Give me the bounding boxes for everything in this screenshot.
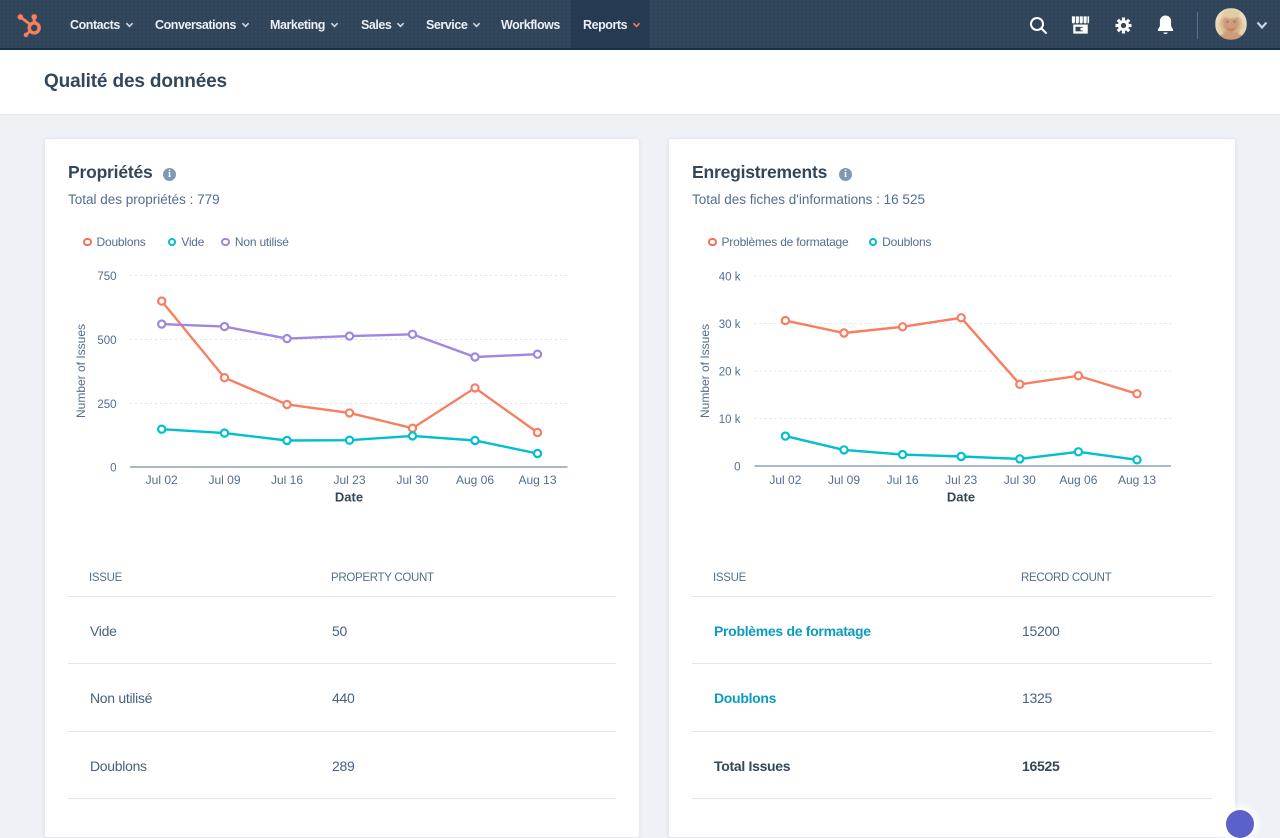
svg-text:Jul 02: Jul 02 <box>146 473 178 487</box>
svg-text:250: 250 <box>97 399 116 411</box>
svg-text:Aug 06: Aug 06 <box>456 473 494 487</box>
svg-text:0: 0 <box>734 462 740 474</box>
svg-text:750: 750 <box>97 271 116 283</box>
svg-text:20 k: 20 k <box>719 367 741 379</box>
svg-text:Aug 13: Aug 13 <box>518 473 556 487</box>
svg-text:Date: Date <box>947 490 975 505</box>
svg-text:Jul 30: Jul 30 <box>1004 473 1036 487</box>
svg-text:Jul 23: Jul 23 <box>333 473 365 487</box>
svg-text:Jul 30: Jul 30 <box>396 473 428 487</box>
svg-text:Jul 09: Jul 09 <box>828 473 860 487</box>
svg-text:30 k: 30 k <box>719 319 741 331</box>
svg-text:40 k: 40 k <box>719 272 741 284</box>
svg-text:Jul 16: Jul 16 <box>271 473 303 487</box>
svg-text:Number of Issues: Number of Issues <box>698 324 712 418</box>
svg-text:Jul 02: Jul 02 <box>769 473 801 487</box>
svg-text:Jul 16: Jul 16 <box>887 473 919 487</box>
svg-text:Aug 13: Aug 13 <box>1118 473 1156 487</box>
svg-text:Number of Issues: Number of Issues <box>74 324 88 418</box>
svg-text:10 k: 10 k <box>719 414 741 426</box>
svg-text:Jul 09: Jul 09 <box>208 473 240 487</box>
svg-text:Date: Date <box>335 490 363 505</box>
svg-text:Aug 06: Aug 06 <box>1059 473 1097 487</box>
svg-text:500: 500 <box>97 335 116 347</box>
svg-text:Jul 23: Jul 23 <box>945 473 977 487</box>
svg-text:0: 0 <box>110 463 116 475</box>
